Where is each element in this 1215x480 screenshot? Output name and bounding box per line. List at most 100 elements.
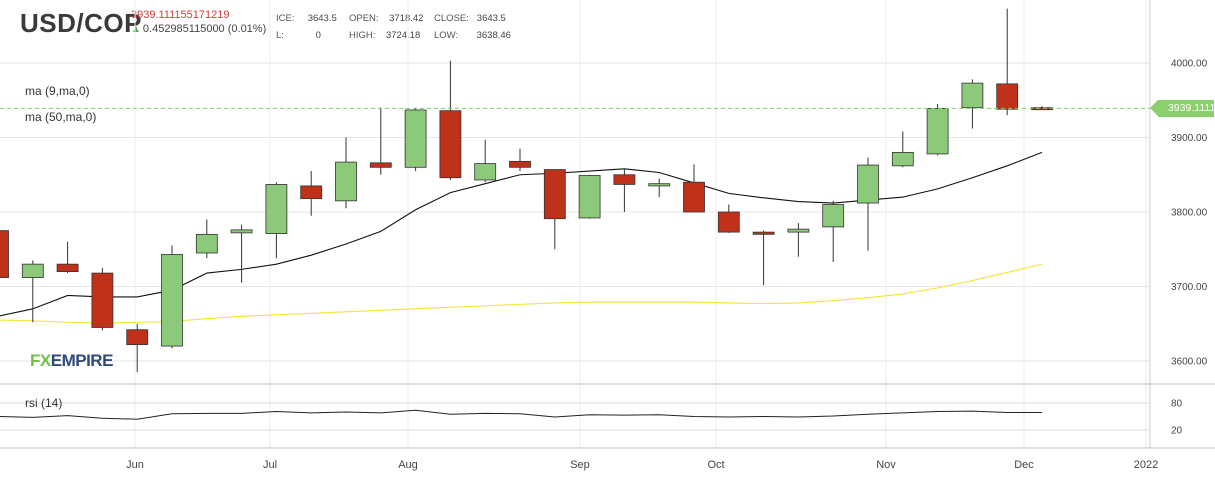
x-tick-label: Jun — [126, 459, 144, 471]
candle[interactable] — [300, 171, 323, 216]
candle[interactable] — [91, 267, 114, 331]
candle[interactable] — [21, 260, 44, 323]
candle-body-down — [439, 110, 462, 179]
candle[interactable] — [752, 230, 775, 286]
candle[interactable] — [335, 137, 357, 209]
candle[interactable] — [961, 79, 984, 129]
candle-body-down — [369, 162, 392, 168]
rsi-line — [0, 409, 1042, 420]
stat-low: LOW: 3638.46 — [434, 30, 511, 41]
candle[interactable] — [648, 178, 671, 198]
candle-body-down — [613, 174, 636, 185]
candle-body-down — [543, 169, 566, 220]
x-tick-label: Oct — [707, 459, 724, 471]
candle-body-up — [648, 183, 671, 187]
candle[interactable] — [996, 8, 1019, 116]
candle[interactable] — [613, 168, 636, 212]
candle-body-down — [752, 231, 775, 235]
rsi-label: rsi (14) — [25, 396, 63, 410]
candle[interactable] — [787, 223, 810, 257]
candle-body-down — [0, 230, 9, 278]
up-arrow-icon: ▲ — [131, 24, 141, 35]
stat-open: OPEN: 3718.42 — [349, 13, 424, 24]
candle[interactable] — [265, 182, 288, 259]
candle[interactable] — [161, 245, 183, 349]
candle[interactable] — [578, 174, 601, 219]
candle[interactable] — [126, 323, 149, 373]
candle-body-down — [683, 181, 705, 213]
candle[interactable] — [474, 139, 497, 183]
y-tick-label: 3900.00 — [1171, 133, 1208, 144]
stat-high: HIGH: 3724.18 — [349, 30, 421, 41]
price-change-value: 0.452985115000 (0.01%) — [142, 23, 267, 35]
candle-body-down — [91, 272, 114, 328]
candle[interactable] — [195, 219, 218, 259]
price-change: ▲ 0.452985115000 (0.01%) — [131, 23, 266, 35]
candle[interactable] — [926, 103, 949, 156]
grid — [0, 0, 1150, 448]
last-price: 3939.111155171219 — [131, 9, 230, 21]
y-tick-label: 3700.00 — [1171, 282, 1208, 293]
candles[interactable] — [0, 8, 1053, 373]
x-tick-label: Nov — [876, 459, 896, 471]
candle-body-down — [509, 160, 531, 168]
candle-body-up — [787, 228, 810, 233]
candle[interactable] — [404, 107, 427, 172]
candle[interactable] — [822, 200, 845, 262]
candle[interactable] — [857, 157, 879, 251]
rsi-panel: 80 20 — [0, 399, 1183, 437]
candle-body-up — [404, 109, 427, 168]
candle[interactable] — [56, 241, 79, 274]
candle-body-up — [474, 163, 497, 181]
y-tick-label: 4000.00 — [1171, 59, 1208, 70]
candle-body-up — [21, 263, 44, 278]
candle[interactable] — [0, 228, 9, 278]
candle[interactable] — [1031, 106, 1053, 111]
candle-body-up — [891, 151, 914, 167]
candle-body-up — [230, 229, 253, 234]
x-tick-label: 2022 — [1134, 459, 1158, 471]
ma-slow-label: ma (50,ma,0) — [25, 110, 97, 124]
candle[interactable] — [369, 107, 392, 175]
candle-body-down — [1031, 107, 1053, 111]
candle-body-down — [300, 185, 323, 199]
y-tick-label: 3600.00 — [1171, 357, 1208, 368]
rsi-tick-label: 20 — [1171, 426, 1183, 437]
rsi-tick-label: 80 — [1171, 399, 1183, 410]
candle-body-up — [961, 82, 984, 109]
candle[interactable] — [230, 224, 253, 283]
candle[interactable] — [509, 148, 531, 172]
candle-body-down — [996, 83, 1019, 110]
candle-body-up — [822, 204, 845, 228]
current-price-tag: 3939.1111 — [1150, 100, 1215, 117]
candle-body-up — [195, 233, 218, 254]
candle-body-down — [717, 211, 740, 233]
y-tick-label: 3800.00 — [1171, 208, 1208, 219]
candle[interactable] — [683, 164, 705, 213]
stat-l: L: 0 — [276, 30, 321, 41]
ma-fast-label: ma (9,ma,0) — [25, 84, 90, 98]
chart-header: USD/COP 3939.111155171219 ▲ 0.45298511500… — [0, 0, 1150, 50]
candle-body-down — [56, 263, 79, 272]
stat-close: CLOSE: 3643.5 — [434, 13, 506, 24]
candle[interactable] — [543, 169, 566, 250]
candle-body-up — [265, 184, 288, 235]
symbol-title: USD/COP — [20, 8, 142, 38]
candle-body-up — [578, 175, 601, 219]
candle-body-down — [126, 329, 149, 346]
candle-body-up — [926, 108, 949, 155]
candle[interactable] — [439, 60, 462, 180]
candle[interactable] — [717, 204, 740, 233]
x-tick-label: Aug — [398, 459, 418, 471]
x-tick-label: Dec — [1014, 459, 1034, 471]
candle-body-up — [335, 161, 357, 202]
x-tick-label: Sep — [570, 459, 590, 471]
candle[interactable] — [891, 131, 914, 168]
x-tick-label: Jul — [263, 459, 277, 471]
candle-body-up — [857, 164, 879, 204]
stat-ice: ICE: 3643.5 — [276, 13, 337, 24]
fxempire-logo: FXEMPIRE — [30, 351, 113, 370]
candle-body-up — [161, 254, 183, 347]
